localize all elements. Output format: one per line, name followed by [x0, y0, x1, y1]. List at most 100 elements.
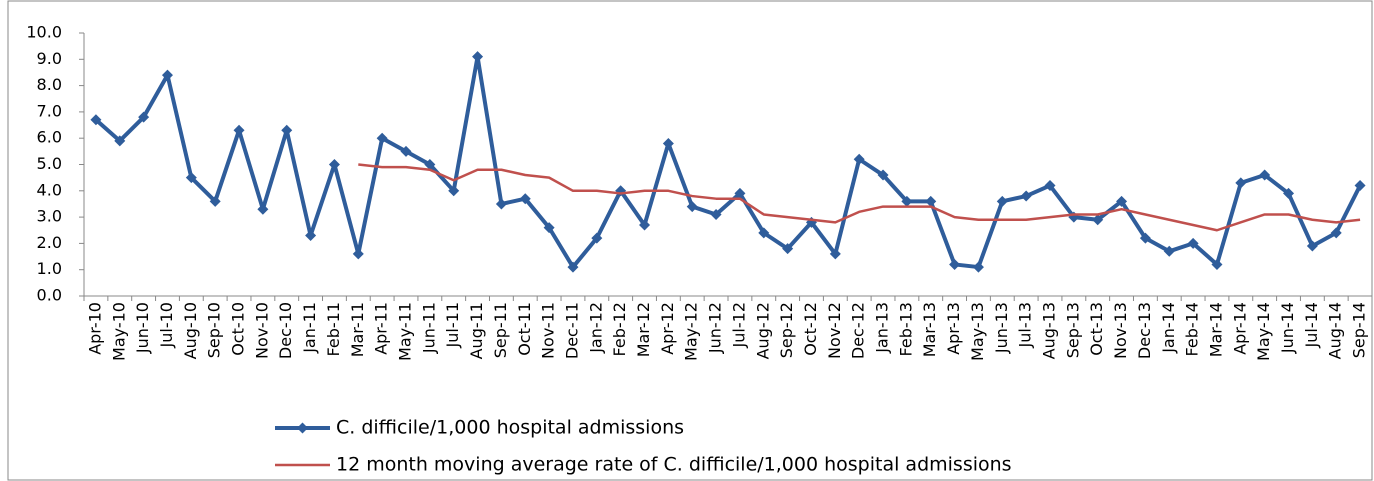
data-point — [1235, 177, 1247, 189]
x-tick-label: Jan-13 — [873, 302, 892, 354]
data-point — [972, 261, 984, 273]
x-tick-label: Oct-12 — [801, 302, 820, 356]
data-point — [257, 203, 269, 215]
y-tick-label: 7.0 — [37, 101, 62, 120]
data-point — [90, 114, 102, 126]
legend-marker — [297, 422, 308, 434]
x-tick-label: May-10 — [109, 302, 128, 361]
data-point — [734, 187, 746, 199]
y-tick-label: 3.0 — [37, 207, 62, 226]
x-tick-label: May-12 — [682, 302, 701, 361]
data-point — [543, 222, 555, 234]
data-point — [352, 248, 364, 260]
data-point — [1020, 190, 1032, 202]
data-point — [567, 261, 579, 273]
data-point — [448, 185, 460, 197]
data-point — [185, 172, 197, 184]
data-point — [424, 159, 436, 170]
data-point — [710, 208, 722, 220]
data-point — [758, 227, 770, 239]
x-tick-label: Jul-14 — [1302, 302, 1321, 348]
data-point — [376, 132, 388, 144]
data-point — [138, 111, 150, 123]
data-point — [114, 135, 126, 147]
data-point — [1044, 180, 1056, 192]
data-point — [233, 124, 245, 136]
data-point — [1092, 214, 1104, 226]
x-tick-label: Jan-14 — [1159, 302, 1178, 354]
x-tick-label: Feb-13 — [896, 302, 915, 356]
x-tick-label: Jun-11 — [419, 302, 438, 354]
x-tick-label: Feb-11 — [324, 302, 343, 356]
data-point — [639, 219, 651, 231]
x-tick-label: Oct-11 — [515, 302, 534, 356]
data-point — [1354, 180, 1366, 192]
x-tick-label: Dec-12 — [849, 302, 868, 359]
data-point — [949, 258, 961, 270]
data-point — [901, 195, 913, 207]
x-tick-label: Aug-11 — [467, 302, 486, 359]
y-tick-label: 6.0 — [37, 128, 62, 147]
x-tick-label: Aug-12 — [753, 302, 772, 359]
data-point — [925, 195, 937, 207]
data-point — [328, 159, 340, 170]
y-tick-label: 2.0 — [37, 233, 62, 252]
data-point — [1330, 227, 1342, 239]
x-tick-label: Jan-12 — [586, 302, 605, 354]
y-tick-label: 10.0 — [26, 23, 62, 42]
x-tick-label: Mar-11 — [348, 302, 367, 357]
x-tick-label: Feb-12 — [610, 302, 629, 356]
data-point — [877, 169, 889, 181]
y-tick-label: 9.0 — [37, 49, 62, 68]
x-tick-label: May-14 — [1254, 302, 1273, 361]
x-tick-label: Dec-11 — [562, 302, 581, 359]
data-point — [1187, 237, 1199, 249]
data-point — [281, 124, 293, 136]
x-tick-label: Apr-12 — [658, 302, 677, 355]
x-tick-label: Sep-13 — [1063, 302, 1082, 358]
x-tick-label: Oct-10 — [229, 302, 248, 356]
data-point — [1116, 195, 1128, 207]
x-tick-label: Apr-14 — [1230, 302, 1249, 355]
x-tick-label: Jan-11 — [300, 302, 319, 354]
chart-border — [7, 0, 1373, 481]
data-point — [686, 201, 698, 213]
x-tick-label: Jun-14 — [1278, 302, 1297, 354]
x-tick-label: Sep-11 — [491, 302, 510, 358]
data-point — [1211, 258, 1223, 270]
x-tick-label: Jul-13 — [1016, 302, 1035, 348]
x-tick-label: Nov-10 — [252, 302, 271, 359]
x-tick-label: Mar-14 — [1206, 302, 1225, 357]
data-point — [209, 195, 221, 207]
x-tick-label: May-13 — [968, 302, 987, 361]
y-tick-label: 4.0 — [37, 180, 62, 199]
x-tick-label: Apr-10 — [85, 302, 104, 355]
x-tick-label: Jul-12 — [729, 302, 748, 348]
legend-label: C. difficile/1,000 hospital admissions — [336, 417, 684, 439]
data-point — [782, 243, 794, 255]
x-tick-label: Mar-12 — [634, 302, 653, 357]
x-tick-label: Aug-10 — [181, 302, 200, 359]
data-point — [1283, 187, 1295, 199]
x-tick-label: Sep-12 — [777, 302, 796, 358]
data-point — [853, 153, 865, 165]
data-point — [305, 230, 317, 242]
data-point — [400, 145, 412, 157]
x-tick-label: Sep-10 — [205, 302, 224, 358]
x-tick-label: Mar-13 — [920, 302, 939, 357]
data-point — [996, 195, 1008, 207]
x-tick-label: Jul-10 — [157, 302, 176, 348]
x-tick-label: Nov-12 — [825, 302, 844, 359]
data-point — [1163, 245, 1175, 257]
data-point — [1259, 169, 1271, 181]
x-tick-label: Nov-13 — [1111, 302, 1130, 359]
data-point — [1306, 240, 1318, 252]
data-point — [591, 232, 603, 244]
legend-label: 12 month moving average rate of C. diffi… — [336, 454, 1012, 476]
x-tick-label: Jun-13 — [992, 302, 1011, 354]
y-tick-label: 8.0 — [37, 75, 62, 94]
data-point — [495, 198, 507, 210]
x-tick-label: Oct-13 — [1087, 302, 1106, 356]
x-tick-label: Jun-10 — [133, 302, 152, 354]
